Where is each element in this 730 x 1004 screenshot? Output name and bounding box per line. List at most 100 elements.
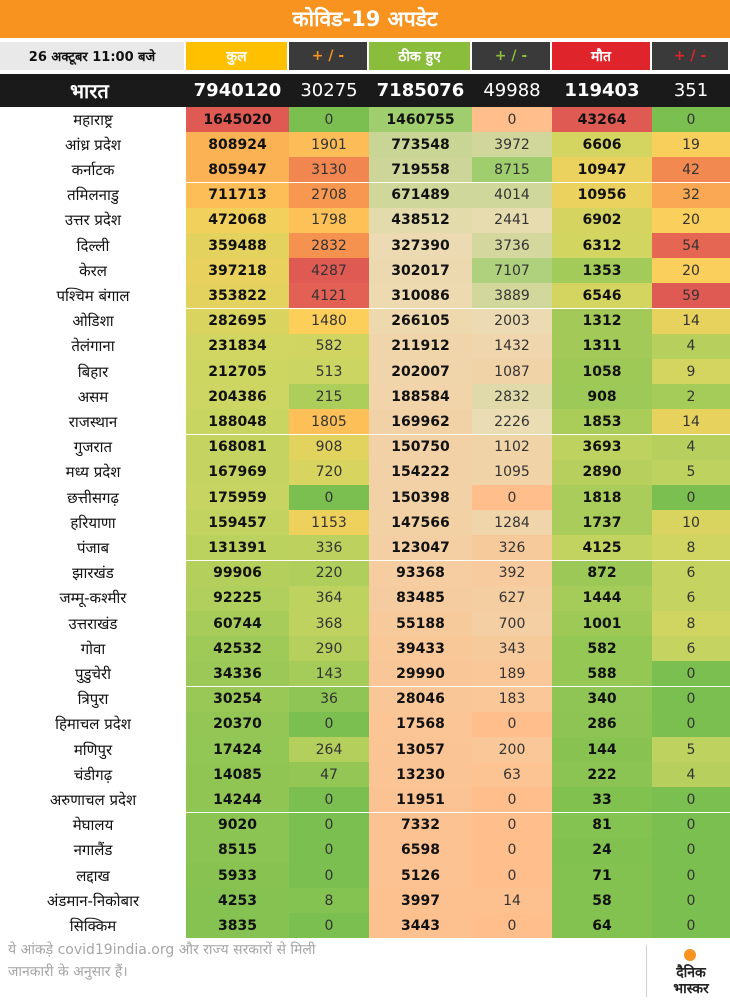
- cell-deaths: 908: [552, 384, 652, 410]
- cell-deaths-delta: 59: [652, 283, 730, 309]
- cell-name: छत्तीसगढ़: [0, 485, 186, 510]
- cell-total: 8515: [186, 837, 289, 863]
- cell-deaths-delta: 8: [652, 611, 730, 636]
- cell-total: 5933: [186, 863, 289, 888]
- cell-total: 175959: [186, 485, 289, 510]
- table-row: नगालैंड 8515 0 6598 0 24 0: [0, 837, 730, 863]
- footer-divider: [646, 945, 647, 997]
- cell-recovered-delta: 0: [472, 812, 552, 838]
- cell-recovered-delta: 189: [472, 661, 552, 687]
- cell-deaths: 1353: [552, 258, 652, 284]
- cell-name: आंध्र प्रदेश: [0, 132, 186, 158]
- cell-total-delta: 0: [289, 812, 369, 838]
- cell-total-delta: 513: [289, 359, 369, 384]
- table-row: उत्तर प्रदेश 472068 1798 438512 2441 6902 20: [0, 207, 730, 233]
- cell-total-delta: 582: [289, 333, 369, 359]
- cell-recovered-delta: 0: [472, 711, 552, 737]
- table-row: त्रिपुरा 30254 36 28046 183 340 0: [0, 686, 730, 712]
- cell-deaths: 582: [552, 636, 652, 662]
- cell-recovered: 93368: [369, 560, 472, 586]
- cell-deaths-delta: 14: [652, 409, 730, 435]
- table-row: आंध्र प्रदेश 808924 1901 773548 3972 6606 19: [0, 132, 730, 158]
- source-footnote: ये आंकड़े covid19india.org और राज्य सरका…: [8, 942, 316, 980]
- cell-recovered-delta: 7107: [472, 258, 552, 284]
- cell-name: उत्तर प्रदेश: [0, 207, 186, 233]
- cell-deaths-delta: 0: [652, 812, 730, 838]
- dainik-bhaskar-logo: दैनिक भास्कर: [656, 947, 726, 1003]
- table-row: तेलंगाना 231834 582 211912 1432 1311 4: [0, 333, 730, 359]
- cell-recovered-delta: 3736: [472, 233, 552, 258]
- table-row: गोवा 42532 290 39433 343 582 6: [0, 636, 730, 662]
- cell-recovered: 13230: [369, 762, 472, 788]
- cell-deaths-delta: 4: [652, 434, 730, 460]
- cell-total: 14085: [186, 762, 289, 788]
- cell-total: 168081: [186, 434, 289, 460]
- cell-name: नगालैंड: [0, 837, 186, 863]
- cell-recovered-delta: 1095: [472, 459, 552, 485]
- cell-total-delta: 1901: [289, 132, 369, 158]
- cell-deaths: 81: [552, 812, 652, 838]
- cell-total-delta: 1153: [289, 510, 369, 536]
- header-name: 26 अक्टूबर 11:00 बजे: [0, 42, 184, 70]
- header-recovered-delta: + / -: [472, 42, 550, 70]
- logo-line2: भास्कर: [673, 981, 709, 997]
- cell-name: पंजाब: [0, 535, 186, 561]
- footer: ये आंकड़े covid19india.org और राज्य सरका…: [0, 937, 730, 1004]
- cell-name: जम्मू-कश्मीर: [0, 585, 186, 611]
- cell-recovered-delta: 1087: [472, 359, 552, 384]
- table-row: पंजाब 131391 336 123047 326 4125 8: [0, 535, 730, 561]
- cell-total: 42532: [186, 636, 289, 662]
- cell-total: 188048: [186, 409, 289, 435]
- cell-recovered: 6598: [369, 837, 472, 863]
- cell-recovered-delta: 2003: [472, 308, 552, 334]
- cell-name: हिमाचल प्रदेश: [0, 711, 186, 737]
- cell-recovered: 3997: [369, 888, 472, 914]
- cell-deaths: 6606: [552, 132, 652, 158]
- cell-deaths-delta: 0: [652, 661, 730, 687]
- india-deaths-delta: 351: [673, 80, 709, 101]
- cell-total: 17424: [186, 737, 289, 762]
- india-total-row: भारत 7940120 30275 7185076 49988 119403 351: [0, 74, 730, 107]
- cell-recovered-delta: 0: [472, 863, 552, 888]
- cell-recovered: 5126: [369, 863, 472, 888]
- cell-recovered: 147566: [369, 510, 472, 536]
- table-row: हरियाणा 159457 1153 147566 1284 1737 10: [0, 510, 730, 536]
- cell-total-delta: 0: [289, 837, 369, 863]
- cell-name: लद्दाख: [0, 863, 186, 888]
- cell-name: बिहार: [0, 359, 186, 384]
- cell-deaths-delta: 8: [652, 535, 730, 561]
- cell-name: पुडुचेरी: [0, 661, 186, 687]
- cell-deaths-delta: 19: [652, 132, 730, 158]
- cell-name: अंडमान-निकोबार: [0, 888, 186, 914]
- cell-total: 9020: [186, 812, 289, 838]
- cell-deaths: 43264: [552, 107, 652, 132]
- cell-total: 397218: [186, 258, 289, 284]
- cell-deaths: 64: [552, 913, 652, 939]
- cell-deaths: 588: [552, 661, 652, 687]
- cell-deaths-delta: 20: [652, 207, 730, 233]
- cell-deaths-delta: 9: [652, 359, 730, 384]
- cell-recovered: 7332: [369, 812, 472, 838]
- cell-name: पश्चिम बंगाल: [0, 283, 186, 309]
- cell-recovered-delta: 0: [472, 837, 552, 863]
- cell-deaths: 2890: [552, 459, 652, 485]
- logo-line1: दैनिक: [676, 965, 706, 981]
- cell-recovered-delta: 200: [472, 737, 552, 762]
- cell-deaths: 144: [552, 737, 652, 762]
- cell-total: 30254: [186, 686, 289, 712]
- cell-name: अरुणाचल प्रदेश: [0, 787, 186, 813]
- cell-total-delta: 0: [289, 485, 369, 510]
- table-row: कर्नाटक 805947 3130 719558 8715 10947 42: [0, 157, 730, 183]
- cell-total: 805947: [186, 157, 289, 183]
- cell-recovered-delta: 0: [472, 485, 552, 510]
- cell-name: मेघालय: [0, 812, 186, 838]
- cell-name: केरल: [0, 258, 186, 284]
- table-row: मणिपुर 17424 264 13057 200 144 5: [0, 737, 730, 762]
- table-row: महाराष्ट्र 1645020 0 1460755 0 43264 0: [0, 107, 730, 132]
- cell-recovered: 83485: [369, 585, 472, 611]
- cell-deaths: 4125: [552, 535, 652, 561]
- cell-recovered-delta: 1432: [472, 333, 552, 359]
- cell-total-delta: 4287: [289, 258, 369, 284]
- table-row: छत्तीसगढ़ 175959 0 150398 0 1818 0: [0, 485, 730, 510]
- cell-deaths-delta: 32: [652, 182, 730, 208]
